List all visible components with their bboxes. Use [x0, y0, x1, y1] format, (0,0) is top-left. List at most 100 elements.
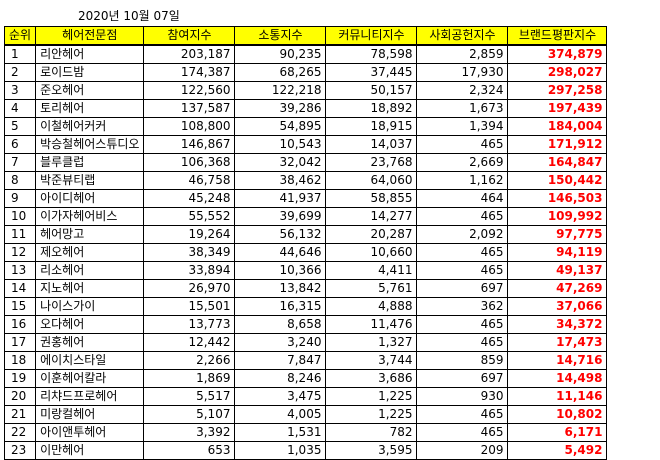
- communication-cell: 54,895: [234, 117, 327, 136]
- table-row: 1 리안헤어 203,187 90,235 78,598 2,859 374,879: [3, 44, 608, 64]
- salon-name-cell: 로이드밤: [35, 63, 145, 82]
- rank-cell: 3: [3, 81, 37, 100]
- social-contribution-cell: 465: [416, 333, 509, 352]
- table-row: 6 박승철헤어스튜디오 146,867 10,543 14,037 465 171,912: [3, 135, 608, 154]
- salon-name-cell: 블루클럽: [35, 153, 145, 172]
- table-row: 18 에이치스타일 2,266 7,847 3,744 859 14,716: [3, 351, 608, 370]
- social-contribution-cell: 859: [416, 351, 509, 370]
- rank-cell: 8: [3, 171, 37, 190]
- community-cell: 18,892: [325, 99, 418, 118]
- salon-name-cell: 이가자헤어비스: [35, 207, 145, 226]
- brand-reputation-cell: 47,269: [507, 279, 608, 298]
- salon-name-cell: 지노헤어: [35, 279, 145, 298]
- salon-name-cell: 리챠드프로헤어: [35, 387, 145, 406]
- participation-cell: 55,552: [143, 207, 236, 226]
- social-contribution-cell: 362: [416, 297, 509, 316]
- social-contribution-cell: 2,669: [416, 153, 509, 172]
- rank-cell: 12: [3, 243, 37, 262]
- participation-cell: 146,867: [143, 135, 236, 154]
- community-cell: 50,157: [325, 81, 418, 100]
- community-cell: 20,287: [325, 225, 418, 244]
- table-body: 1 리안헤어 203,187 90,235 78,598 2,859 374,879 2 로이드…: [3, 44, 608, 460]
- social-contribution-cell: 465: [416, 243, 509, 262]
- rank-cell: 15: [3, 297, 37, 316]
- header-social-contribution: 사회공헌지수: [416, 26, 509, 46]
- brand-reputation-cell: 150,442: [507, 171, 608, 190]
- salon-name-cell: 헤어망고: [35, 225, 145, 244]
- community-cell: 14,277: [325, 207, 418, 226]
- participation-cell: 12,442: [143, 333, 236, 352]
- brand-reputation-cell: 10,802: [507, 405, 608, 424]
- community-cell: 1,225: [325, 405, 418, 424]
- rank-cell: 11: [3, 225, 37, 244]
- salon-name-cell: 박준뷰티랩: [35, 171, 145, 190]
- communication-cell: 10,543: [234, 135, 327, 154]
- communication-cell: 90,235: [234, 44, 327, 64]
- communication-cell: 122,218: [234, 81, 327, 100]
- participation-cell: 3,392: [143, 423, 236, 442]
- community-cell: 1,225: [325, 387, 418, 406]
- table-row: 5 이철헤어커커 108,800 54,895 18,915 1,394 184,004: [3, 117, 608, 136]
- rank-cell: 21: [3, 405, 37, 424]
- social-contribution-cell: 465: [416, 207, 509, 226]
- table-row: 7 블루클럽 106,368 32,042 23,768 2,669 164,847: [3, 153, 608, 172]
- communication-cell: 3,240: [234, 333, 327, 352]
- community-cell: 78,598: [325, 44, 418, 64]
- rank-cell: 7: [3, 153, 37, 172]
- communication-cell: 8,658: [234, 315, 327, 334]
- brand-reputation-cell: 49,137: [507, 261, 608, 280]
- participation-cell: 38,349: [143, 243, 236, 262]
- rank-cell: 17: [3, 333, 37, 352]
- rank-cell: 22: [3, 423, 37, 442]
- social-contribution-cell: 930: [416, 387, 509, 406]
- community-cell: 3,595: [325, 441, 418, 460]
- brand-reputation-cell: 14,716: [507, 351, 608, 370]
- rank-cell: 4: [3, 99, 37, 118]
- table-row: 3 준오헤어 122,560 122,218 50,157 2,324 297,258: [3, 81, 608, 100]
- salon-name-cell: 에이치스타일: [35, 351, 145, 370]
- table-row: 11 헤어망고 19,264 56,132 20,287 2,092 97,775: [3, 225, 608, 244]
- salon-name-cell: 아이앤투헤어: [35, 423, 145, 442]
- participation-cell: 1,869: [143, 369, 236, 388]
- table-row: 16 오다헤어 13,773 8,658 11,476 465 34,372: [3, 315, 608, 334]
- table-row: 20 리챠드프로헤어 5,517 3,475 1,225 930 11,146: [3, 387, 608, 406]
- community-cell: 23,768: [325, 153, 418, 172]
- community-cell: 64,060: [325, 171, 418, 190]
- social-contribution-cell: 2,092: [416, 225, 509, 244]
- social-contribution-cell: 464: [416, 189, 509, 208]
- rank-cell: 9: [3, 189, 37, 208]
- brand-reputation-cell: 17,473: [507, 333, 608, 352]
- table-row: 2 로이드밤 174,387 68,265 37,445 17,930 298,027: [3, 63, 608, 82]
- social-contribution-cell: 1,673: [416, 99, 509, 118]
- participation-cell: 2,266: [143, 351, 236, 370]
- communication-cell: 13,842: [234, 279, 327, 298]
- communication-cell: 4,005: [234, 405, 327, 424]
- participation-cell: 19,264: [143, 225, 236, 244]
- table-row: 12 제오헤어 38,349 44,646 10,660 465 94,119: [3, 243, 608, 262]
- participation-cell: 26,970: [143, 279, 236, 298]
- salon-name-cell: 박승철헤어스튜디오: [35, 135, 145, 154]
- header-rank: 순위: [3, 26, 37, 46]
- participation-cell: 5,517: [143, 387, 236, 406]
- header-brand-reputation: 브랜드평판지수: [507, 26, 608, 46]
- rank-cell: 1: [3, 44, 37, 64]
- brand-reputation-cell: 5,492: [507, 441, 608, 460]
- salon-name-cell: 제오헤어: [35, 243, 145, 262]
- brand-reputation-cell: 6,171: [507, 423, 608, 442]
- header-salon: 헤어전문점: [35, 26, 145, 46]
- social-contribution-cell: 1,394: [416, 117, 509, 136]
- participation-cell: 5,107: [143, 405, 236, 424]
- community-cell: 58,855: [325, 189, 418, 208]
- brand-reputation-cell: 184,004: [507, 117, 608, 136]
- social-contribution-cell: 697: [416, 369, 509, 388]
- brand-reputation-cell: 14,498: [507, 369, 608, 388]
- participation-cell: 108,800: [143, 117, 236, 136]
- community-cell: 10,660: [325, 243, 418, 262]
- table-row: 23 이만헤어 653 1,035 3,595 209 5,492: [3, 441, 608, 460]
- participation-cell: 33,894: [143, 261, 236, 280]
- communication-cell: 44,646: [234, 243, 327, 262]
- brand-reputation-cell: 197,439: [507, 99, 608, 118]
- salon-name-cell: 이철헤어커커: [35, 117, 145, 136]
- participation-cell: 106,368: [143, 153, 236, 172]
- brand-reputation-cell: 37,066: [507, 297, 608, 316]
